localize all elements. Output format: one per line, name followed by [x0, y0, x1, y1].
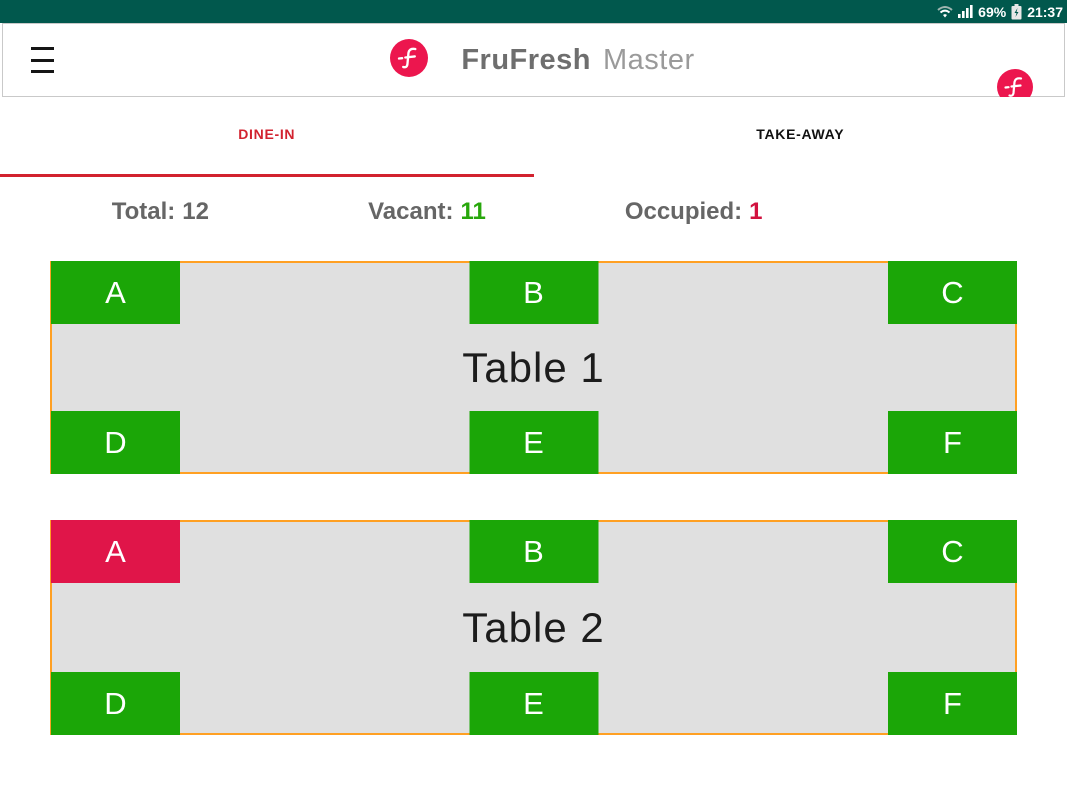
table2-seat-b[interactable]: B: [469, 520, 598, 583]
active-tab-indicator: [0, 174, 534, 177]
table2-name: Table 2: [462, 603, 605, 651]
stat-occupied-value: 1: [749, 198, 763, 225]
app-title-secondary: Master: [603, 43, 695, 76]
frufresh-logo-icon: [390, 38, 429, 82]
brand: FruFresh Master: [390, 38, 694, 82]
clock: 21:37: [1027, 3, 1063, 20]
stat-total: Total: 12: [27, 198, 294, 226]
app-title-primary: FruFresh: [461, 43, 592, 76]
stat-total-value: 12: [182, 198, 209, 225]
table2-seat-d[interactable]: D: [51, 672, 180, 735]
tab-take-away[interactable]: TAKE-AWAY: [756, 126, 845, 142]
table2-seat-e[interactable]: E: [469, 672, 598, 735]
page-title: FruFresh Master: [461, 44, 694, 77]
stat-vacant: Vacant: 11: [294, 198, 561, 226]
stat-vacant-label: Vacant:: [368, 198, 454, 225]
table1-seat-a[interactable]: A: [51, 261, 180, 324]
hamburger-icon[interactable]: [31, 45, 59, 75]
table1-seat-e[interactable]: E: [469, 411, 598, 474]
frufresh-logo-icon-right[interactable]: [997, 69, 1033, 108]
status-bar: 69% 21:37: [0, 0, 1067, 23]
table1-seat-c[interactable]: C: [888, 261, 1017, 324]
table2-seat-c[interactable]: C: [888, 520, 1017, 583]
tab-bar: DINE-IN TAKE-AWAY: [0, 97, 1067, 177]
stat-occupied: Occupied: 1: [560, 198, 827, 226]
stat-vacant-value: 11: [460, 198, 486, 225]
battery-percent: 69%: [978, 3, 1007, 20]
cellular-signal-icon: [958, 4, 973, 19]
table2-seat-f[interactable]: F: [888, 672, 1017, 735]
table2-seat-a[interactable]: A: [51, 520, 180, 583]
wifi-icon: [937, 5, 953, 19]
table1-seat-d[interactable]: D: [51, 411, 180, 474]
battery-charging-icon: [1011, 3, 1022, 20]
table1-seat-f[interactable]: F: [888, 411, 1017, 474]
table1-seat-b[interactable]: B: [469, 261, 598, 324]
table-card-1[interactable]: A B C D E F Table 1: [50, 261, 1017, 474]
stats-row: Total: 12 Vacant: 11 Occupied: 1: [27, 198, 827, 226]
app-header: FruFresh Master: [2, 23, 1065, 105]
table-card-2[interactable]: A B C D E F Table 2: [50, 520, 1017, 735]
table1-name: Table 1: [462, 343, 605, 391]
tab-dine-in[interactable]: DINE-IN: [238, 126, 296, 142]
stat-occupied-label: Occupied:: [624, 198, 743, 225]
stat-total-label: Total:: [111, 198, 176, 225]
